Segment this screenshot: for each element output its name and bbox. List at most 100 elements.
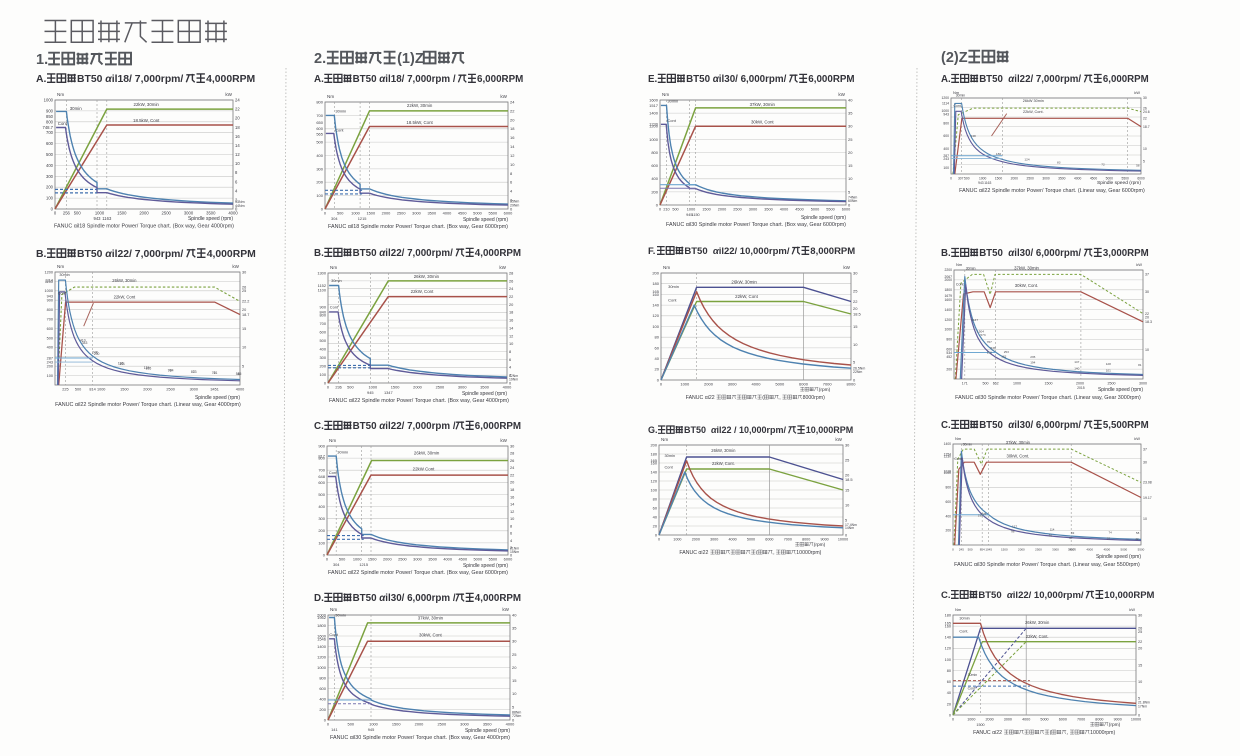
svg-text:Nm: Nm (662, 92, 669, 97)
svg-text:10,000RPM: 10,000RPM (806, 425, 854, 435)
svg-text:3000: 3000 (1052, 548, 1059, 552)
svg-text:22kW Cont: 22kW Cont (413, 467, 435, 472)
svg-text:1400: 1400 (944, 308, 952, 312)
svg-text:140: 140 (945, 636, 951, 640)
svg-text:100: 100 (46, 196, 54, 201)
svg-text:42: 42 (1135, 537, 1139, 541)
svg-text:200: 200 (320, 364, 327, 369)
svg-text:Cont.: Cont. (959, 630, 968, 634)
svg-text:Nm: Nm (955, 436, 962, 441)
svg-text:1400: 1400 (944, 442, 952, 446)
svg-text:FANUC αi22: FANUC αi22 (686, 395, 715, 401)
svg-text:40: 40 (848, 97, 853, 102)
svg-text:10: 10 (845, 502, 850, 507)
svg-text:20: 20 (235, 116, 240, 121)
svg-text:4000: 4000 (443, 211, 452, 216)
svg-text:15: 15 (512, 678, 517, 683)
svg-text:2015: 2015 (1077, 386, 1085, 390)
svg-text:20: 20 (510, 117, 515, 122)
svg-text:0: 0 (658, 538, 660, 542)
svg-text:4000: 4000 (506, 722, 515, 727)
svg-text:180: 180 (652, 281, 659, 286)
svg-text:α: α (379, 248, 386, 259)
svg-text:Cont: Cont (330, 305, 339, 310)
svg-text:BT50: BT50 (353, 593, 378, 604)
svg-text:22kW, Cont: 22kW, Cont (411, 289, 434, 294)
svg-text:5500: 5500 (1122, 177, 1130, 181)
svg-text:307: 307 (958, 177, 964, 181)
svg-text:(1)Z: (1)Z (397, 51, 424, 67)
svg-text:1500: 1500 (995, 177, 1003, 181)
svg-text:28: 28 (509, 270, 513, 275)
svg-text:26kW, 30min: 26kW, 30min (414, 451, 440, 456)
svg-text:il30/ 6,000rpm/: il30/ 6,000rpm/ (1014, 248, 1081, 259)
svg-text:30min: 30min (968, 673, 978, 677)
svg-text:800: 800 (945, 486, 951, 490)
svg-text:9000: 9000 (1114, 718, 1122, 722)
svg-text:1800: 1800 (944, 288, 952, 292)
svg-text:4,000RPM: 4,000RPM (475, 593, 521, 604)
svg-text:45: 45 (238, 372, 242, 376)
svg-text:25: 25 (1138, 630, 1142, 634)
svg-text:26.5Nm: 26.5Nm (853, 366, 865, 370)
svg-text:10: 10 (848, 176, 853, 181)
svg-text:1500: 1500 (117, 211, 127, 216)
svg-text:4000: 4000 (752, 382, 762, 387)
svg-text:500: 500 (337, 211, 344, 216)
svg-text:37kW, 30min: 37kW, 30min (418, 616, 444, 621)
svg-text:19.17: 19.17 (1143, 496, 1152, 500)
svg-text:22: 22 (510, 108, 515, 113)
svg-text:2000: 2000 (415, 722, 424, 727)
svg-text:5500: 5500 (826, 208, 834, 212)
svg-text:1254: 1254 (944, 452, 952, 456)
svg-text:6000: 6000 (1059, 718, 1067, 722)
svg-text:100: 100 (651, 487, 658, 492)
svg-text:10000: 10000 (838, 538, 848, 542)
svg-text:16: 16 (510, 135, 515, 140)
svg-text:8,000RPM: 8,000RPM (810, 246, 855, 257)
svg-text:12: 12 (510, 153, 515, 158)
svg-text:5: 5 (853, 360, 856, 365)
svg-text:3500: 3500 (483, 722, 492, 727)
svg-text:6: 6 (235, 179, 238, 184)
svg-text:kW: kW (499, 265, 506, 270)
svg-text:500: 500 (672, 208, 678, 212)
svg-text:200: 200 (46, 185, 54, 190)
svg-text:80: 80 (653, 496, 658, 501)
svg-text:15: 15 (848, 163, 853, 168)
svg-text:200: 200 (651, 442, 658, 447)
svg-text:25: 25 (242, 289, 246, 293)
svg-text:il22/ 7,000rpm/: il22/ 7,000rpm/ (385, 248, 453, 259)
svg-text:648: 648 (318, 474, 325, 479)
svg-text:84: 84 (170, 369, 174, 373)
svg-text:22: 22 (1143, 117, 1147, 121)
svg-text:600: 600 (320, 330, 327, 335)
svg-text:8000: 8000 (802, 538, 810, 542)
svg-text:200: 200 (652, 270, 659, 275)
svg-text:0: 0 (324, 380, 327, 385)
svg-text:8000rpm): 8000rpm) (803, 395, 825, 401)
svg-text:4,000RPM: 4,000RPM (207, 249, 256, 260)
svg-text:18.5: 18.5 (845, 477, 853, 482)
svg-text:1147: 1147 (971, 318, 978, 322)
svg-text:2067: 2067 (944, 275, 952, 279)
svg-text:165: 165 (945, 622, 951, 626)
svg-text:5500: 5500 (1138, 548, 1145, 552)
svg-text:18.3: 18.3 (1145, 320, 1152, 324)
svg-text:Nm: Nm (330, 265, 337, 270)
svg-text:4,000RPM: 4,000RPM (206, 74, 255, 85)
svg-text:2000: 2000 (704, 382, 714, 387)
svg-text:22: 22 (509, 294, 513, 299)
svg-text:B.: B. (941, 248, 951, 259)
svg-text:840: 840 (320, 309, 327, 314)
svg-text:20: 20 (848, 150, 853, 155)
svg-text:10: 10 (235, 161, 240, 166)
svg-text:2000: 2000 (143, 388, 151, 392)
svg-text:0: 0 (321, 206, 324, 211)
svg-text:2500: 2500 (397, 211, 406, 216)
svg-text:18.5kW, Cont: 18.5kW, Cont (133, 118, 160, 123)
svg-text:1000: 1000 (353, 557, 362, 562)
svg-text:190: 190 (978, 514, 983, 518)
svg-text:171: 171 (962, 382, 968, 386)
svg-text:C.: C. (314, 421, 324, 432)
